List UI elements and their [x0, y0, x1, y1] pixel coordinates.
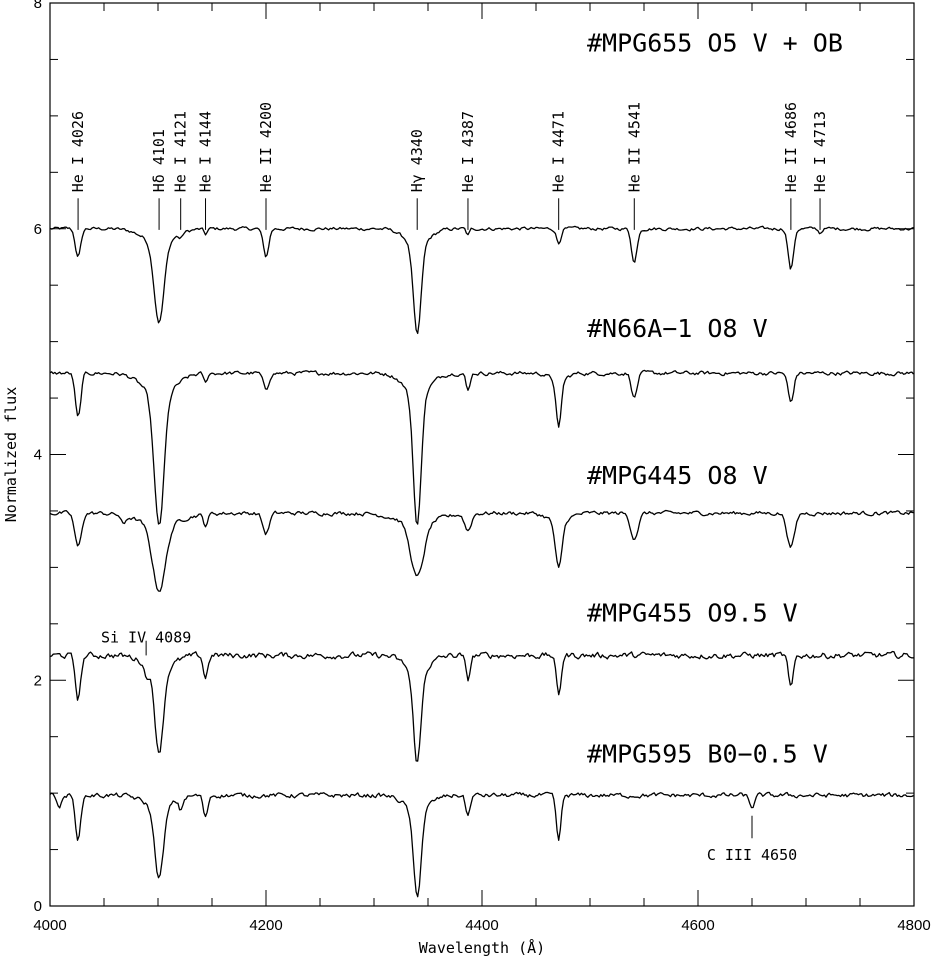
line-id-label: Hγ 4340 [408, 129, 426, 192]
spectrum-line [49, 225, 914, 335]
line-id-label: He I 4471 [550, 111, 568, 192]
spectrum-line [49, 369, 914, 525]
star-labels: #MPG655 O5 V + OB #N66A−1 O8 V #MPG445 O8 … [587, 29, 843, 769]
y-tick-label: 0 [34, 898, 42, 915]
annotation-label: C III 4650 [707, 846, 797, 864]
x-axis-title: Wavelength (Å) [419, 938, 545, 957]
y-tick-label: 8 [34, 0, 42, 12]
x-tick-label: 4600 [681, 917, 714, 934]
x-tick-label: 4400 [465, 917, 498, 934]
line-id-label: He II 4541 [625, 102, 643, 192]
line-id-label: He I 4026 [69, 111, 87, 192]
star-label: #MPG655 O5 V + OB [587, 29, 843, 58]
x-axis: 4000 4200 4400 4600 4800 [33, 3, 931, 934]
y-tick-label: 6 [34, 221, 42, 238]
star-label: #MPG445 O8 V [587, 461, 768, 490]
star-label: #MPG595 B0−0.5 V [587, 740, 828, 769]
y-axis-title: Normalized flux [2, 387, 20, 522]
spectrum-line [49, 509, 914, 592]
star-label: #N66A−1 O8 V [587, 314, 768, 343]
line-id-label: He II 4686 [782, 102, 800, 192]
y-tick-label: 2 [34, 672, 42, 689]
y-axis: 0 2 4 6 8 [34, 0, 914, 915]
line-id-label: He II 4200 [257, 102, 275, 192]
x-tick-label: 4800 [897, 917, 930, 934]
annotation-label: Si IV 4089 [101, 628, 191, 646]
line-id-label: He I 4387 [459, 111, 477, 192]
x-tick-label: 4000 [33, 917, 66, 934]
y-tick-label: 4 [34, 447, 42, 464]
star-label: #MPG455 O9.5 V [587, 599, 798, 628]
spectrum-line [49, 650, 914, 762]
line-id-label: Hδ 4101 [150, 129, 168, 192]
x-tick-label: 4200 [249, 917, 282, 934]
line-id-label: He I 4713 [811, 111, 829, 192]
annotations: Si IV 4089 C III 4650 [101, 628, 797, 864]
line-id-label: He I 4121 [172, 111, 190, 192]
spectrum-line [49, 791, 914, 898]
spectra [49, 225, 914, 898]
spectral-line-ids: He I 4026 Hδ 4101 He I 4121 He I 4144 He II … [69, 102, 829, 230]
line-id-label: He I 4144 [197, 111, 215, 192]
